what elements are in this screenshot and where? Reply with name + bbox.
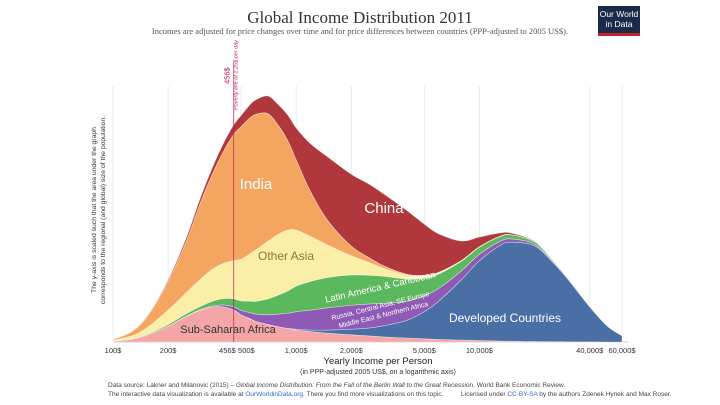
x-axis-ticks: 100$ 200$ 456$ 500$ 1,000$ 2,000$ 5,000$ 10,000… <box>105 346 637 355</box>
footer-source: Data source: Lakner and Milanovic (2015)… <box>108 382 565 389</box>
info-suffix: . There you find more visualizations on … <box>302 391 444 398</box>
license-prefix: Licensed under <box>461 391 508 398</box>
label-developed-countries: Developed Countries <box>449 311 561 325</box>
x-tick-label: 456$ <box>219 346 237 355</box>
logo-line-1: Our World <box>599 9 639 19</box>
owid-logo[interactable]: Our World in Data <box>598 6 640 36</box>
x-tick-label: 1,000$ <box>285 346 309 355</box>
x-axis-title: Yearly Income per Person <box>324 356 433 367</box>
label-other-asia: Other Asia <box>258 249 314 263</box>
x-tick-label: 40,000$ <box>576 346 604 355</box>
x-tick-label: 60,000$ <box>608 346 636 355</box>
x-tick-label: 5,000$ <box>413 346 437 355</box>
x-axis-subtitle: (in PPP-adjusted 2005 US$, on a logarith… <box>300 369 456 376</box>
source-title: Global Income Distribution: From the Fal… <box>235 382 474 389</box>
chart-subtitle: Incomes are adjusted for price changes o… <box>151 26 569 36</box>
x-tick-label: 10,000$ <box>466 346 494 355</box>
license-link[interactable]: CC-BY-SA <box>507 391 538 398</box>
x-tick-label: 100$ <box>105 346 123 355</box>
owid-link[interactable]: OurWorldinData.org <box>245 391 303 398</box>
y-axis-label-line-2: corresponds to the regional (and global)… <box>100 116 107 304</box>
source-prefix: Data source: Lakner and Milanovic (2015)… <box>108 382 236 389</box>
x-tick-label: 2,000$ <box>340 346 364 355</box>
source-suffix: , World Bank Economic Review. <box>473 382 566 389</box>
footer-info: The interactive data visualization is av… <box>108 391 671 398</box>
logo-line-2: in Data <box>605 19 633 29</box>
chart-title: Global Income Distribution 2011 <box>247 8 473 27</box>
label-china: China <box>364 200 404 217</box>
label-sub-saharan-africa: Sub-Saharan Africa <box>180 324 276 336</box>
info-prefix: The interactive data visualization is av… <box>108 391 246 398</box>
area-series <box>112 95 623 343</box>
area-china[interactable] <box>112 95 623 340</box>
label-india: India <box>240 176 273 193</box>
poverty-line-label: Poverty line of 1.25$ per day <box>234 39 240 110</box>
y-axis-label-line-1: The y-axis is scaled such that the area … <box>91 127 98 293</box>
poverty-line-value: 456$ <box>223 66 232 84</box>
x-tick-label: 200$ <box>160 346 178 355</box>
x-tick-label: 500$ <box>238 346 256 355</box>
license-suffix: by the authors Zdenek Hynek and Max Rose… <box>537 391 672 398</box>
poverty-line-group: 456$ Poverty line of 1.25$ per day <box>223 39 240 342</box>
